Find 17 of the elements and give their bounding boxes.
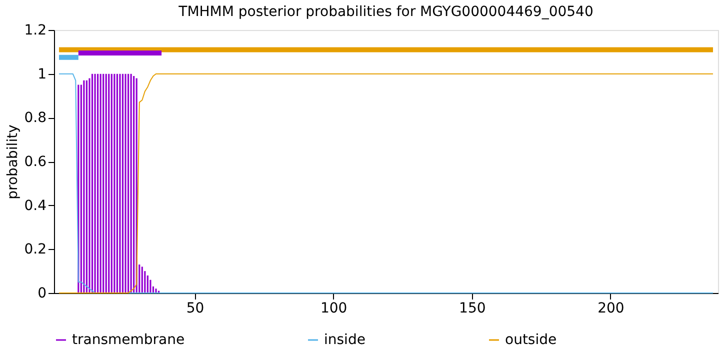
y-tick-label: 0.2 — [24, 242, 46, 258]
line-series — [58, 73, 714, 294]
y-tick-label: 0.8 — [24, 110, 46, 126]
y-tick-label: 0 — [38, 286, 46, 302]
y-tick-label: 0.6 — [24, 154, 47, 170]
x-tick-label: 200 — [598, 300, 624, 316]
x-tick-label: 150 — [459, 300, 486, 316]
chart-title: TMHMM posterior probabilities for MGYG000004469_00540 — [178, 4, 594, 20]
y-tick-label: 1 — [38, 66, 46, 82]
y-tick-label: 1.2 — [24, 22, 46, 38]
legend-label: inside — [324, 332, 366, 348]
y-axis-title: probability — [5, 124, 22, 200]
x-tick-label: 50 — [186, 300, 204, 316]
legend-label: transmembrane — [72, 332, 185, 348]
x-tick-label: 100 — [320, 300, 348, 316]
y-tick-label: 0.4 — [24, 198, 47, 214]
legend-label: outside — [505, 332, 557, 348]
